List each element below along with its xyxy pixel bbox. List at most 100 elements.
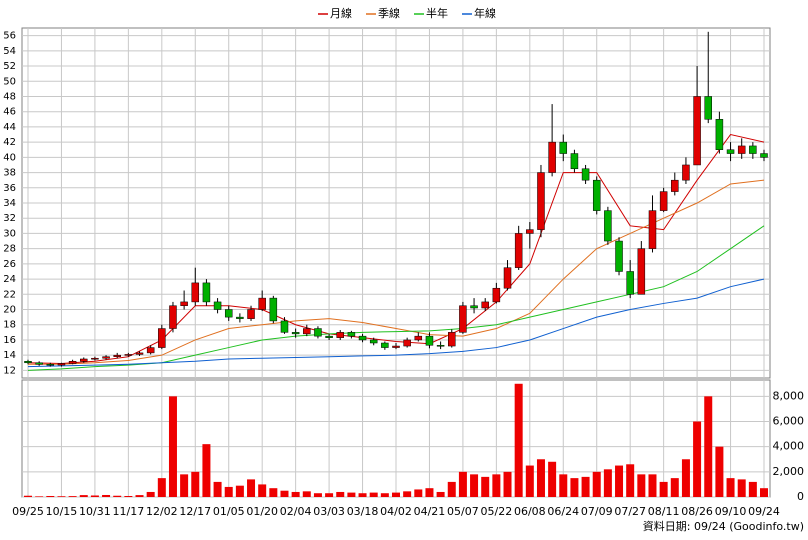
footnote: 資料日期: 09/24 (Goodinfo.tw): [643, 519, 804, 533]
volume-bar: [481, 476, 490, 497]
volume-bar: [737, 479, 746, 497]
candle-body: [425, 335, 434, 346]
candle-body: [671, 179, 679, 192]
y-tick-label: 36: [3, 183, 16, 194]
candle-body: [392, 345, 400, 348]
x-tick-label: 08/26: [681, 505, 713, 518]
volume-bar: [503, 471, 512, 497]
y-tick-label: 28: [3, 244, 16, 255]
volume-bar: [704, 396, 713, 497]
y-tick-label: 18: [3, 320, 16, 331]
candle-body: [369, 339, 378, 344]
volume-bar: [46, 495, 55, 497]
candle-body: [514, 233, 523, 268]
volume-bar: [146, 491, 155, 497]
candle-body: [24, 361, 32, 364]
x-tick-label: 08/11: [648, 505, 680, 518]
candle-body: [448, 332, 456, 347]
volume-bar: [403, 491, 412, 497]
candle-body: [113, 354, 121, 357]
volume-bar: [336, 491, 345, 497]
candle-body: [414, 335, 423, 341]
candle-body: [57, 363, 66, 366]
volume-bar: [79, 495, 88, 497]
x-tick-label: 06/24: [547, 505, 579, 518]
x-tick-label: 01/20: [246, 505, 278, 518]
legend-label: 半年: [426, 6, 448, 20]
volume-bar: [559, 474, 568, 497]
legend-label: 季線: [378, 6, 400, 20]
candle-body: [648, 210, 657, 249]
y-tick-label: 30: [3, 228, 16, 239]
volume-bar: [470, 474, 479, 497]
y-tick-label: 38: [3, 168, 16, 179]
candle-body: [492, 287, 501, 303]
candle-body: [269, 297, 278, 322]
volume-bar: [24, 495, 32, 497]
candle-body: [548, 141, 556, 173]
volume-bar: [436, 491, 445, 497]
volume-bar: [57, 496, 66, 497]
y-tick-label: 0: [797, 490, 804, 503]
volume-bar: [258, 484, 267, 497]
volume-bar: [447, 481, 456, 497]
candle-body: [737, 145, 746, 154]
volume-bar: [358, 493, 367, 497]
candle-body: [336, 332, 344, 338]
y-tick-label: 12: [3, 365, 16, 376]
volume-bar: [536, 459, 545, 497]
volume-bar: [570, 478, 579, 497]
x-tick-label: 12/17: [179, 505, 211, 518]
candle-body: [68, 361, 77, 364]
moving-average-line: [28, 179, 765, 365]
candle-body: [135, 352, 144, 355]
volume-bar: [670, 478, 679, 497]
x-tick-label: 04/02: [380, 505, 412, 518]
y-tick-label: 8,000: [773, 389, 805, 402]
candle-body: [124, 354, 133, 356]
legend-label: 月線: [330, 6, 352, 20]
candle-body: [604, 210, 612, 242]
y-tick-label: 4,000: [773, 440, 805, 453]
x-tick-label: 05/22: [481, 505, 513, 518]
candle-body: [481, 301, 489, 309]
candle-body: [626, 271, 634, 295]
candle-body: [46, 364, 55, 366]
candle-body: [470, 305, 478, 309]
volume-bar: [369, 492, 378, 497]
y-tick-label: 50: [3, 76, 16, 87]
volume-bar: [659, 481, 668, 497]
y-tick-label: 46: [3, 107, 16, 118]
candle-body: [280, 320, 289, 333]
moving-average-line: [27, 278, 765, 368]
volume-bar: [302, 491, 311, 497]
x-tick-label: 03/03: [313, 505, 345, 518]
volume-bar: [380, 493, 389, 497]
candle-body: [180, 301, 188, 306]
candle-body: [581, 168, 590, 181]
candle-body: [247, 309, 255, 319]
candle-body: [526, 229, 534, 234]
candle-body: [358, 335, 367, 341]
x-tick-label: 12/02: [146, 505, 178, 518]
y-tick-label: 40: [3, 152, 16, 163]
y-tick-label: 52: [3, 61, 16, 72]
x-tick-label: 11/17: [113, 505, 145, 518]
candle-body: [403, 339, 411, 347]
x-tick-label: 01/05: [213, 505, 245, 518]
y-tick-label: 54: [3, 46, 16, 57]
x-tick-label: 03/18: [347, 505, 379, 518]
y-tick-label: 20: [3, 305, 16, 316]
x-tick-label: 10/15: [46, 505, 78, 518]
y-tick-label: 42: [3, 137, 16, 148]
x-tick-label: 07/09: [581, 505, 613, 518]
volume-bar: [492, 474, 501, 497]
candle-body: [224, 309, 233, 318]
y-tick-label: 6,000: [773, 415, 805, 428]
y-tick-label: 34: [3, 198, 16, 209]
candle-body: [325, 335, 333, 338]
candle-body: [659, 191, 668, 211]
volume-bar: [581, 476, 590, 497]
y-tick-label: 16: [3, 335, 16, 346]
candle-body: [202, 282, 211, 303]
